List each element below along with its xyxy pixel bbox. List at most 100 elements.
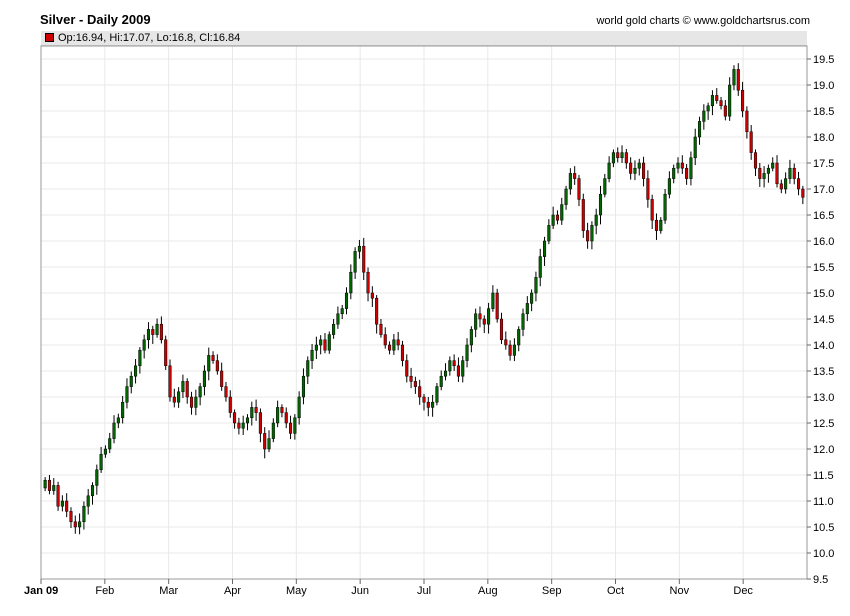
x-tick-label: Feb [95, 585, 114, 597]
candle-body [289, 422, 293, 434]
candle [555, 210, 559, 225]
candle [340, 304, 344, 319]
candle [263, 427, 267, 459]
candle [142, 334, 146, 359]
candle [336, 306, 340, 329]
candle-body [642, 162, 646, 179]
candle [151, 325, 155, 344]
candle-body [220, 370, 224, 387]
candle-body [624, 152, 628, 164]
candle [530, 289, 534, 312]
candle [646, 170, 650, 208]
candle [250, 401, 254, 426]
x-tick-label: Jul [417, 585, 431, 597]
candle [228, 390, 232, 418]
candle-body [164, 339, 168, 367]
candle-body [689, 157, 693, 179]
x-tick-label: Jun [351, 585, 369, 597]
candle-body [400, 344, 405, 361]
candle-body [586, 230, 590, 242]
candle [586, 222, 590, 249]
candle-body [151, 329, 155, 335]
candle [741, 81, 745, 118]
y-tick-label: 11.0 [813, 496, 834, 508]
candle-body [336, 313, 340, 325]
candle-body [431, 401, 435, 408]
candle-body [86, 495, 90, 507]
candle [155, 318, 159, 338]
candle [99, 446, 103, 473]
candle [788, 159, 792, 184]
candle-body [555, 214, 559, 221]
candle [749, 125, 753, 160]
candle-body [245, 417, 250, 424]
candle [129, 371, 133, 394]
candle-body [388, 344, 392, 351]
candle [211, 351, 215, 364]
candle-body [741, 89, 745, 112]
candle-body [314, 344, 318, 351]
y-tick-label: 16.5 [813, 210, 834, 222]
candle [422, 393, 426, 411]
y-tick-label: 9.5 [813, 574, 828, 586]
y-tick-label: 10.0 [813, 548, 834, 560]
candle-body [69, 511, 73, 523]
candle-body [654, 219, 659, 231]
candle [78, 513, 82, 535]
candle-body [276, 407, 280, 424]
candle-body [56, 485, 60, 507]
candle-body [353, 251, 357, 273]
ohlc-legend-text: Op:16.94, Hi:17.07, Lo:16.8, Cl:16.84 [58, 32, 241, 44]
candle-body [633, 167, 637, 174]
candle-body [797, 178, 801, 190]
candle-body [461, 360, 465, 377]
candle-body [598, 193, 603, 216]
candle [388, 341, 392, 355]
candle-body [146, 329, 151, 341]
candle-body [607, 162, 611, 179]
candle [443, 363, 448, 381]
candle [504, 331, 508, 350]
candle-body [487, 308, 491, 325]
candle [405, 354, 409, 383]
candle-body [95, 469, 99, 486]
candle-body [775, 162, 779, 185]
candle [564, 185, 568, 210]
candle [400, 340, 405, 367]
candle-body [349, 271, 353, 294]
candle [715, 88, 719, 104]
candle [112, 415, 116, 444]
candle [332, 319, 336, 339]
x-tick-label: Apr [224, 585, 241, 597]
candle-body [241, 422, 245, 429]
candle [280, 404, 284, 418]
candle-body [409, 375, 413, 382]
legend-swatch-icon [45, 33, 54, 42]
candle-body [547, 225, 551, 242]
candle-body [155, 323, 159, 335]
candle [766, 164, 770, 183]
candle-body [499, 318, 504, 341]
candle-body [594, 214, 598, 226]
candle-body [792, 167, 796, 179]
candle [439, 370, 443, 391]
candle [801, 185, 805, 205]
candle-body [228, 396, 232, 413]
candle [659, 217, 663, 234]
candle-body [474, 313, 478, 330]
candle [775, 155, 779, 188]
candle-body [202, 370, 206, 387]
candle [508, 340, 512, 361]
y-tick-label: 12.5 [813, 418, 834, 430]
candle-body [362, 245, 366, 273]
candle-body [693, 136, 697, 159]
candle [409, 367, 413, 389]
candle [482, 315, 486, 334]
candle [607, 156, 611, 183]
y-tick-label: 13.5 [813, 366, 834, 378]
candle [491, 285, 495, 312]
candle [581, 193, 585, 238]
candle [637, 158, 641, 176]
candle [499, 312, 504, 344]
candle-body [418, 386, 422, 398]
